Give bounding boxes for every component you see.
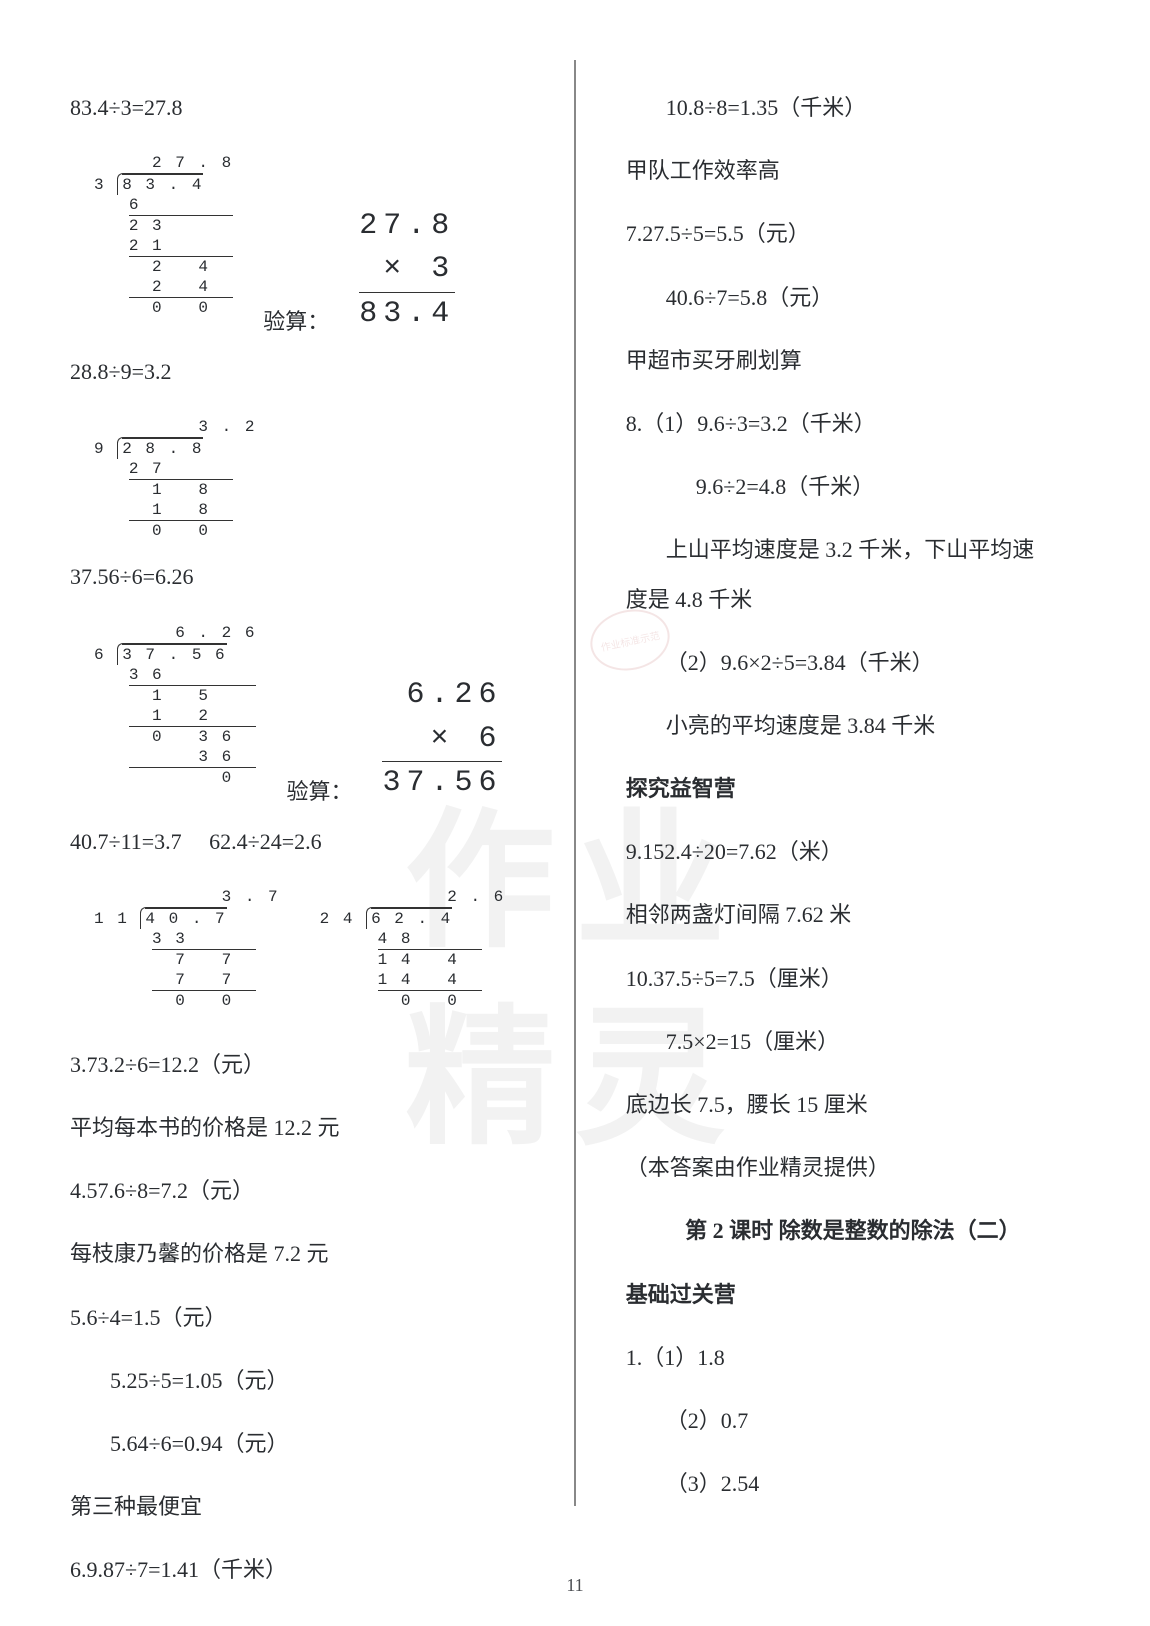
answer-line: 小亮的平均速度是 3.84 千米 [626,708,1080,743]
answer-line: 5.25÷5=1.05（元） [70,1363,524,1398]
quotient: 2 . 6 [447,888,505,906]
answer-line: 7.27.5÷5=5.5（元） [626,216,1080,251]
mult-b: 3 [431,252,455,286]
equation: 62.4÷24=2.6 [209,829,321,854]
answer-line: 第三种最便宜 [70,1489,524,1524]
step: 7 7 [152,951,256,969]
quotient: 3 . 2 [198,418,256,436]
answer-line: （2）0.7 [626,1403,1080,1438]
answer-line: 相邻两盏灯间隔 7.62 米 [626,897,1080,932]
equation: 37.56÷6=6.26 [70,559,524,594]
step: 3 6 [129,666,257,684]
equation: 83.4÷3=27.8 [70,90,524,125]
mult-b: 6 [478,722,502,756]
column-divider [574,60,576,1506]
equation: 28.8÷9=3.2 [70,354,524,389]
equation-pair: 40.7÷11=3.7 62.4÷24=2.6 [70,824,524,859]
quotient: 2 7 . 8 [152,154,233,172]
mult-prod: 37.56 [382,761,502,806]
left-column: 83.4÷3=27.8 2 7 . 8 3 8 3 . 4 6 2 3 2 1 … [70,90,524,1566]
section-heading: 探究益智营 [626,771,1080,806]
step: 2 7 [129,460,233,478]
quotient: 3 . 7 [222,888,280,906]
answer-line: 7.5×2=15（厘米） [626,1024,1080,1059]
mult-a: 6.26 [382,674,502,718]
step: 2 1 [129,237,233,255]
step: 6 [129,196,233,214]
step: 0 [129,769,257,787]
step: 1 8 [129,481,233,499]
answer-line: 8.（1）9.6÷3=3.2（千米） [626,406,1080,441]
equation: 40.7÷11=3.7 [70,829,182,854]
multiplication-check: 27.8 × 3 83.4 [359,205,455,337]
answer-line: 9.6÷2=4.8（千米） [626,469,1080,504]
multiplication-check: 6.26 × 6 37.56 [382,674,502,806]
dividend: 3 7 . 5 6 [122,646,226,664]
answer-line: 6.9.87÷7=1.41（千米） [70,1552,524,1587]
long-division: 2 7 . 8 3 8 3 . 4 6 2 3 2 1 2 4 2 4 0 0 [94,153,233,318]
answer-line: 10.8÷8=1.35（千米） [626,90,1080,125]
long-division: 3 . 7 1 1 4 0 . 7 3 3 7 7 7 7 0 0 [94,887,280,1011]
step: 3 3 [152,930,256,948]
step: 1 5 [129,687,257,705]
answer-line: 3.73.2÷6=12.2（元） [70,1047,524,1082]
answer-line: 每枝康乃馨的价格是 7.2 元 [70,1236,524,1271]
step: 1 2 [129,707,257,725]
check-label: 验算： [263,304,329,336]
step: 4 8 [378,930,482,948]
division-pair: 3 . 7 1 1 4 0 . 7 3 3 7 7 7 7 0 0 2 . 6 … [94,887,524,1029]
answer-line: 5.64÷6=0.94（元） [70,1426,524,1461]
step: 2 4 [129,278,233,296]
section-title: 第 2 课时 除数是整数的除法（二） [626,1213,1080,1248]
mult-a: 27.8 [359,205,455,249]
answer-line: 甲超市买牙刷划算 [626,343,1080,378]
step: 7 7 [152,971,256,989]
step: 1 4 4 [378,971,482,989]
step: 0 0 [129,522,233,540]
divisor: 1 1 [94,910,129,928]
step: 3 6 [129,748,257,766]
step: 0 3 6 [129,728,257,746]
step: 1 8 [129,501,233,519]
answer-line: 底边长 7.5，腰长 15 厘米 [626,1087,1080,1122]
answer-line: 5.6÷4=1.5（元） [70,1300,524,1335]
division-block: 2 7 . 8 3 8 3 . 4 6 2 3 2 1 2 4 2 4 0 0 … [94,153,524,336]
answer-line: 10.37.5÷5=7.5（厘米） [626,961,1080,996]
answer-line: 度是 4.8 千米 [626,582,1080,617]
dividend: 8 3 . 4 [122,176,203,194]
answer-line: 上山平均速度是 3.2 千米，下山平均速 [626,532,1080,567]
answer-line: 平均每本书的价格是 12.2 元 [70,1110,524,1145]
answer-line: 甲队工作效率高 [626,153,1080,188]
right-column: 10.8÷8=1.35（千米） 甲队工作效率高 7.27.5÷5=5.5（元） … [626,90,1080,1566]
answer-line: （3）2.54 [626,1466,1080,1501]
dividend: 2 8 . 8 [122,440,203,458]
check-label: 验算： [286,774,352,806]
divisor: 2 4 [320,910,355,928]
long-division: 3 . 2 9 2 8 . 8 2 7 1 8 1 8 0 0 [94,417,524,541]
quotient: 6 . 2 6 [175,624,256,642]
long-division: 6 . 2 6 6 3 7 . 5 6 3 6 1 5 1 2 0 3 6 3 … [94,623,256,788]
step: 0 0 [152,992,256,1010]
step: 0 0 [129,299,233,317]
answer-line: 1.（1）1.8 [626,1340,1080,1375]
mult-prod: 83.4 [359,292,455,337]
step: 1 4 4 [378,951,482,969]
step: 2 3 [129,217,233,235]
answer-line: （本答案由作业精灵提供） [626,1150,1080,1185]
divisor: 3 [94,176,106,194]
answer-line: 4.57.6÷8=7.2（元） [70,1173,524,1208]
answer-line: （2）9.6×2÷5=3.84（千米） [626,645,1080,680]
dividend: 6 2 . 4 [371,910,452,928]
section-heading: 基础过关营 [626,1277,1080,1312]
divisor: 6 [94,646,106,664]
step: 0 0 [378,992,482,1010]
answer-line: 40.6÷7=5.8（元） [626,280,1080,315]
division-block: 6 . 2 6 6 3 7 . 5 6 3 6 1 5 1 2 0 3 6 3 … [94,623,524,806]
long-division: 2 . 6 2 4 6 2 . 4 4 8 1 4 4 1 4 4 0 0 [320,887,506,1011]
dividend: 4 0 . 7 [145,910,226,928]
step: 2 4 [129,258,233,276]
answer-line: 9.152.4÷20=7.62（米） [626,834,1080,869]
divisor: 9 [94,440,106,458]
